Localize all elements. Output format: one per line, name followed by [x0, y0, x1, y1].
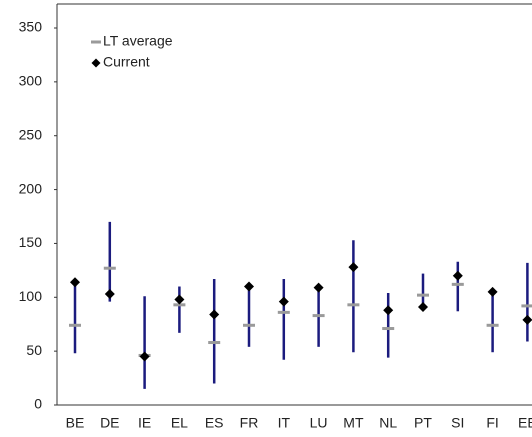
current-mark — [348, 262, 359, 273]
y-tick-label: 100 — [19, 288, 43, 304]
current-mark — [70, 277, 80, 288]
x-tick-label: SI — [451, 415, 464, 431]
x-tick-label: FI — [486, 415, 498, 431]
x-tick-label: ES — [205, 415, 224, 431]
current-mark — [522, 314, 532, 325]
x-tick-label: MT — [343, 415, 364, 431]
y-tick-label: 350 — [19, 19, 43, 35]
x-tick-label: PT — [414, 415, 432, 431]
x-tick-label: EL — [171, 415, 188, 431]
x-tick-label: NL — [379, 415, 397, 431]
x-tick-label: IT — [278, 415, 291, 431]
x-tick-label: LU — [310, 415, 328, 431]
current-mark — [313, 282, 324, 293]
current-mark — [139, 351, 150, 362]
x-tick-label: DE — [100, 415, 119, 431]
current-mark — [418, 301, 428, 312]
current-mark — [278, 296, 289, 307]
y-tick-label: 250 — [19, 126, 43, 142]
x-tick-label: EE — [518, 415, 532, 431]
current-mark — [174, 294, 185, 305]
x-tick-label: IE — [138, 415, 151, 431]
legend-label: LT average — [103, 33, 173, 49]
y-tick-label: 150 — [19, 234, 43, 250]
legend-label: Current — [103, 54, 150, 70]
y-tick-label: 0 — [34, 396, 42, 412]
x-tick-label: FR — [240, 415, 259, 431]
current-mark — [452, 270, 463, 281]
y-tick-label: 300 — [19, 73, 43, 89]
x-tick-label: BE — [66, 415, 85, 431]
current-mark — [244, 281, 254, 292]
current-mark — [104, 289, 115, 300]
y-tick-label: 50 — [26, 342, 42, 358]
y-tick-label: 200 — [19, 180, 43, 196]
current-mark — [383, 305, 394, 316]
legend-swatch — [91, 58, 101, 68]
current-mark — [209, 309, 220, 320]
current-mark — [487, 286, 498, 297]
